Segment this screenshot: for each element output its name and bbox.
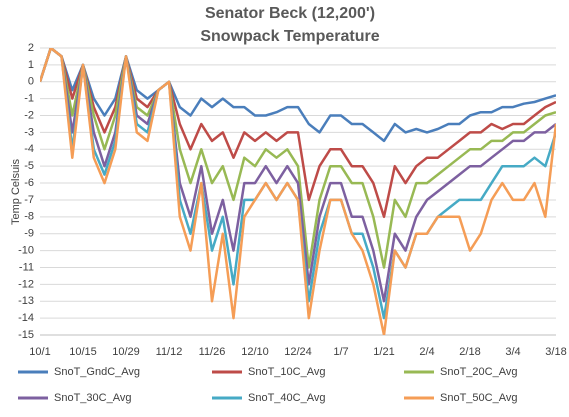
legend-label: SnoT_50C_Avg (440, 392, 517, 404)
x-tick-label: 2/4 (419, 346, 434, 358)
legend-label: SnoT_GndC_Avg (54, 366, 140, 378)
x-tick-label: 10/1 (29, 346, 50, 358)
x-tick-label: 11/26 (199, 346, 226, 358)
legend-label: SnoT_20C_Avg (440, 366, 517, 378)
x-tick-label: 3/4 (505, 346, 520, 358)
y-tick-label: 2 (28, 42, 34, 54)
y-tick-label: -10 (18, 244, 34, 256)
y-tick-label: -3 (24, 126, 34, 138)
x-tick-label: 12/10 (241, 346, 269, 358)
x-tick-label: 10/29 (112, 346, 140, 358)
y-tick-label: -8 (24, 211, 34, 223)
legend-label: SnoT_10C_Avg (248, 366, 325, 378)
y-tick-label: -7 (24, 194, 34, 206)
chart-title: Senator Beck (12,200') (205, 5, 375, 22)
y-tick-label: -11 (19, 261, 34, 273)
x-tick-label: 1/21 (373, 346, 394, 358)
chart-subtitle: Snowpack Temperature (200, 28, 379, 45)
x-tick-label: 12/24 (284, 346, 312, 358)
series-line (40, 48, 556, 335)
x-tick-label: 1/7 (333, 346, 348, 358)
y-tick-label: 1 (28, 59, 34, 71)
y-tick-label: -13 (18, 295, 34, 307)
legend-label: SnoT_30C_Avg (54, 392, 131, 404)
y-tick-label: -1 (24, 93, 34, 105)
y-axis-label: Temp Celsuis (10, 158, 22, 225)
x-tick-label: 10/15 (69, 346, 97, 358)
y-tick-label: -14 (18, 312, 34, 324)
series-line (40, 48, 556, 269)
y-tick-label: -6 (24, 177, 34, 189)
y-tick-label: -5 (24, 160, 34, 172)
y-tick-label: -9 (24, 228, 34, 240)
y-tick-label: -15 (18, 329, 34, 341)
y-tick-label: 0 (28, 76, 34, 88)
x-tick-label: 11/12 (156, 346, 183, 358)
y-tick-label: -4 (24, 143, 34, 155)
legend-label: SnoT_40C_Avg (248, 392, 325, 404)
x-tick-label: 2/18 (459, 346, 480, 358)
y-tick-label: -12 (18, 278, 34, 290)
x-tick-label: 3/18 (545, 346, 566, 358)
y-tick-label: -2 (24, 109, 34, 121)
